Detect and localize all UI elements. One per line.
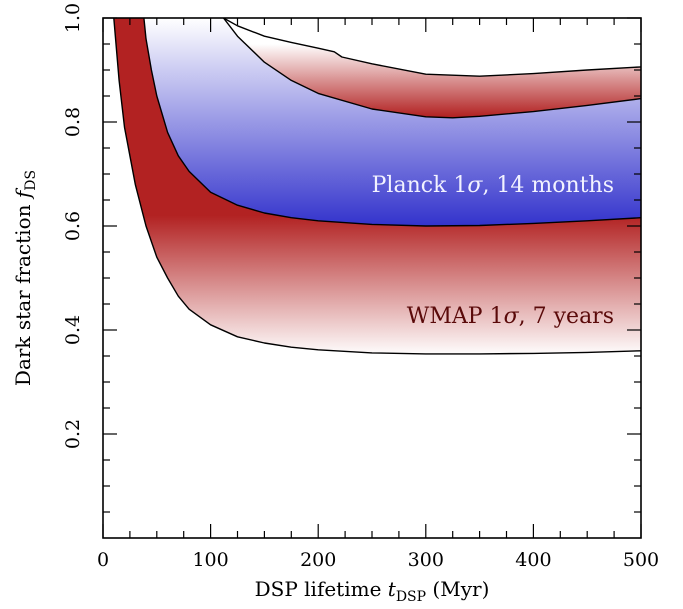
x-axis-label-symbol: t — [388, 577, 397, 601]
planck-annotation: Planck 1σ, 14 months — [372, 173, 614, 198]
wmap-annotation-sigma: σ — [504, 304, 520, 329]
wmap-upper-contour — [223, 18, 641, 77]
x-tick-label: 0 — [97, 549, 109, 571]
axes: 0 100 200 300 400 500 0.2 0.4 0.6 0.8 1.0 — [62, 3, 659, 571]
y-tick-label: 0.4 — [62, 315, 84, 345]
wmap-annotation-suffix: , 7 years — [519, 304, 614, 329]
y-tick-label: 0.6 — [62, 211, 84, 241]
wmap-lower-contour — [113, 18, 641, 355]
confidence-bands — [113, 18, 641, 355]
wmap-annotation-prefix: WMAP 1 — [407, 304, 504, 329]
x-axis-label-subscript: DSP — [396, 589, 426, 605]
x-tick-label: 400 — [515, 549, 551, 571]
wmap-upper-strip — [223, 18, 641, 118]
wmap-annotation: WMAP 1σ, 7 years — [407, 304, 614, 329]
planck-annotation-sigma: σ — [467, 173, 483, 198]
planck-lower-contour — [143, 18, 641, 227]
y-axis-label-subscript: DS — [23, 170, 39, 191]
y-tick-label: 1.0 — [62, 3, 84, 33]
y-axis-label-main: Dark star fraction — [11, 198, 35, 386]
planck-band — [143, 18, 641, 226]
x-tick-label: 100 — [192, 549, 228, 571]
planck-annotation-prefix: Planck 1 — [372, 173, 468, 198]
x-axis-label-main: DSP lifetime — [255, 577, 388, 601]
y-tick-label: 0.2 — [62, 419, 84, 449]
x-tick-label: 200 — [300, 549, 336, 571]
x-axis-label-unit: (Myr) — [426, 577, 489, 601]
planck-annotation-suffix: , 14 months — [482, 173, 614, 198]
y-tick-label: 0.8 — [62, 107, 84, 137]
planck-upper-contour — [222, 18, 641, 119]
x-axis-label: DSP lifetime tDSP (Myr) — [255, 577, 490, 605]
x-tick-label: 300 — [408, 549, 444, 571]
y-axis-label: Dark star fraction fDS — [11, 170, 39, 386]
x-tick-label: 500 — [623, 549, 659, 571]
